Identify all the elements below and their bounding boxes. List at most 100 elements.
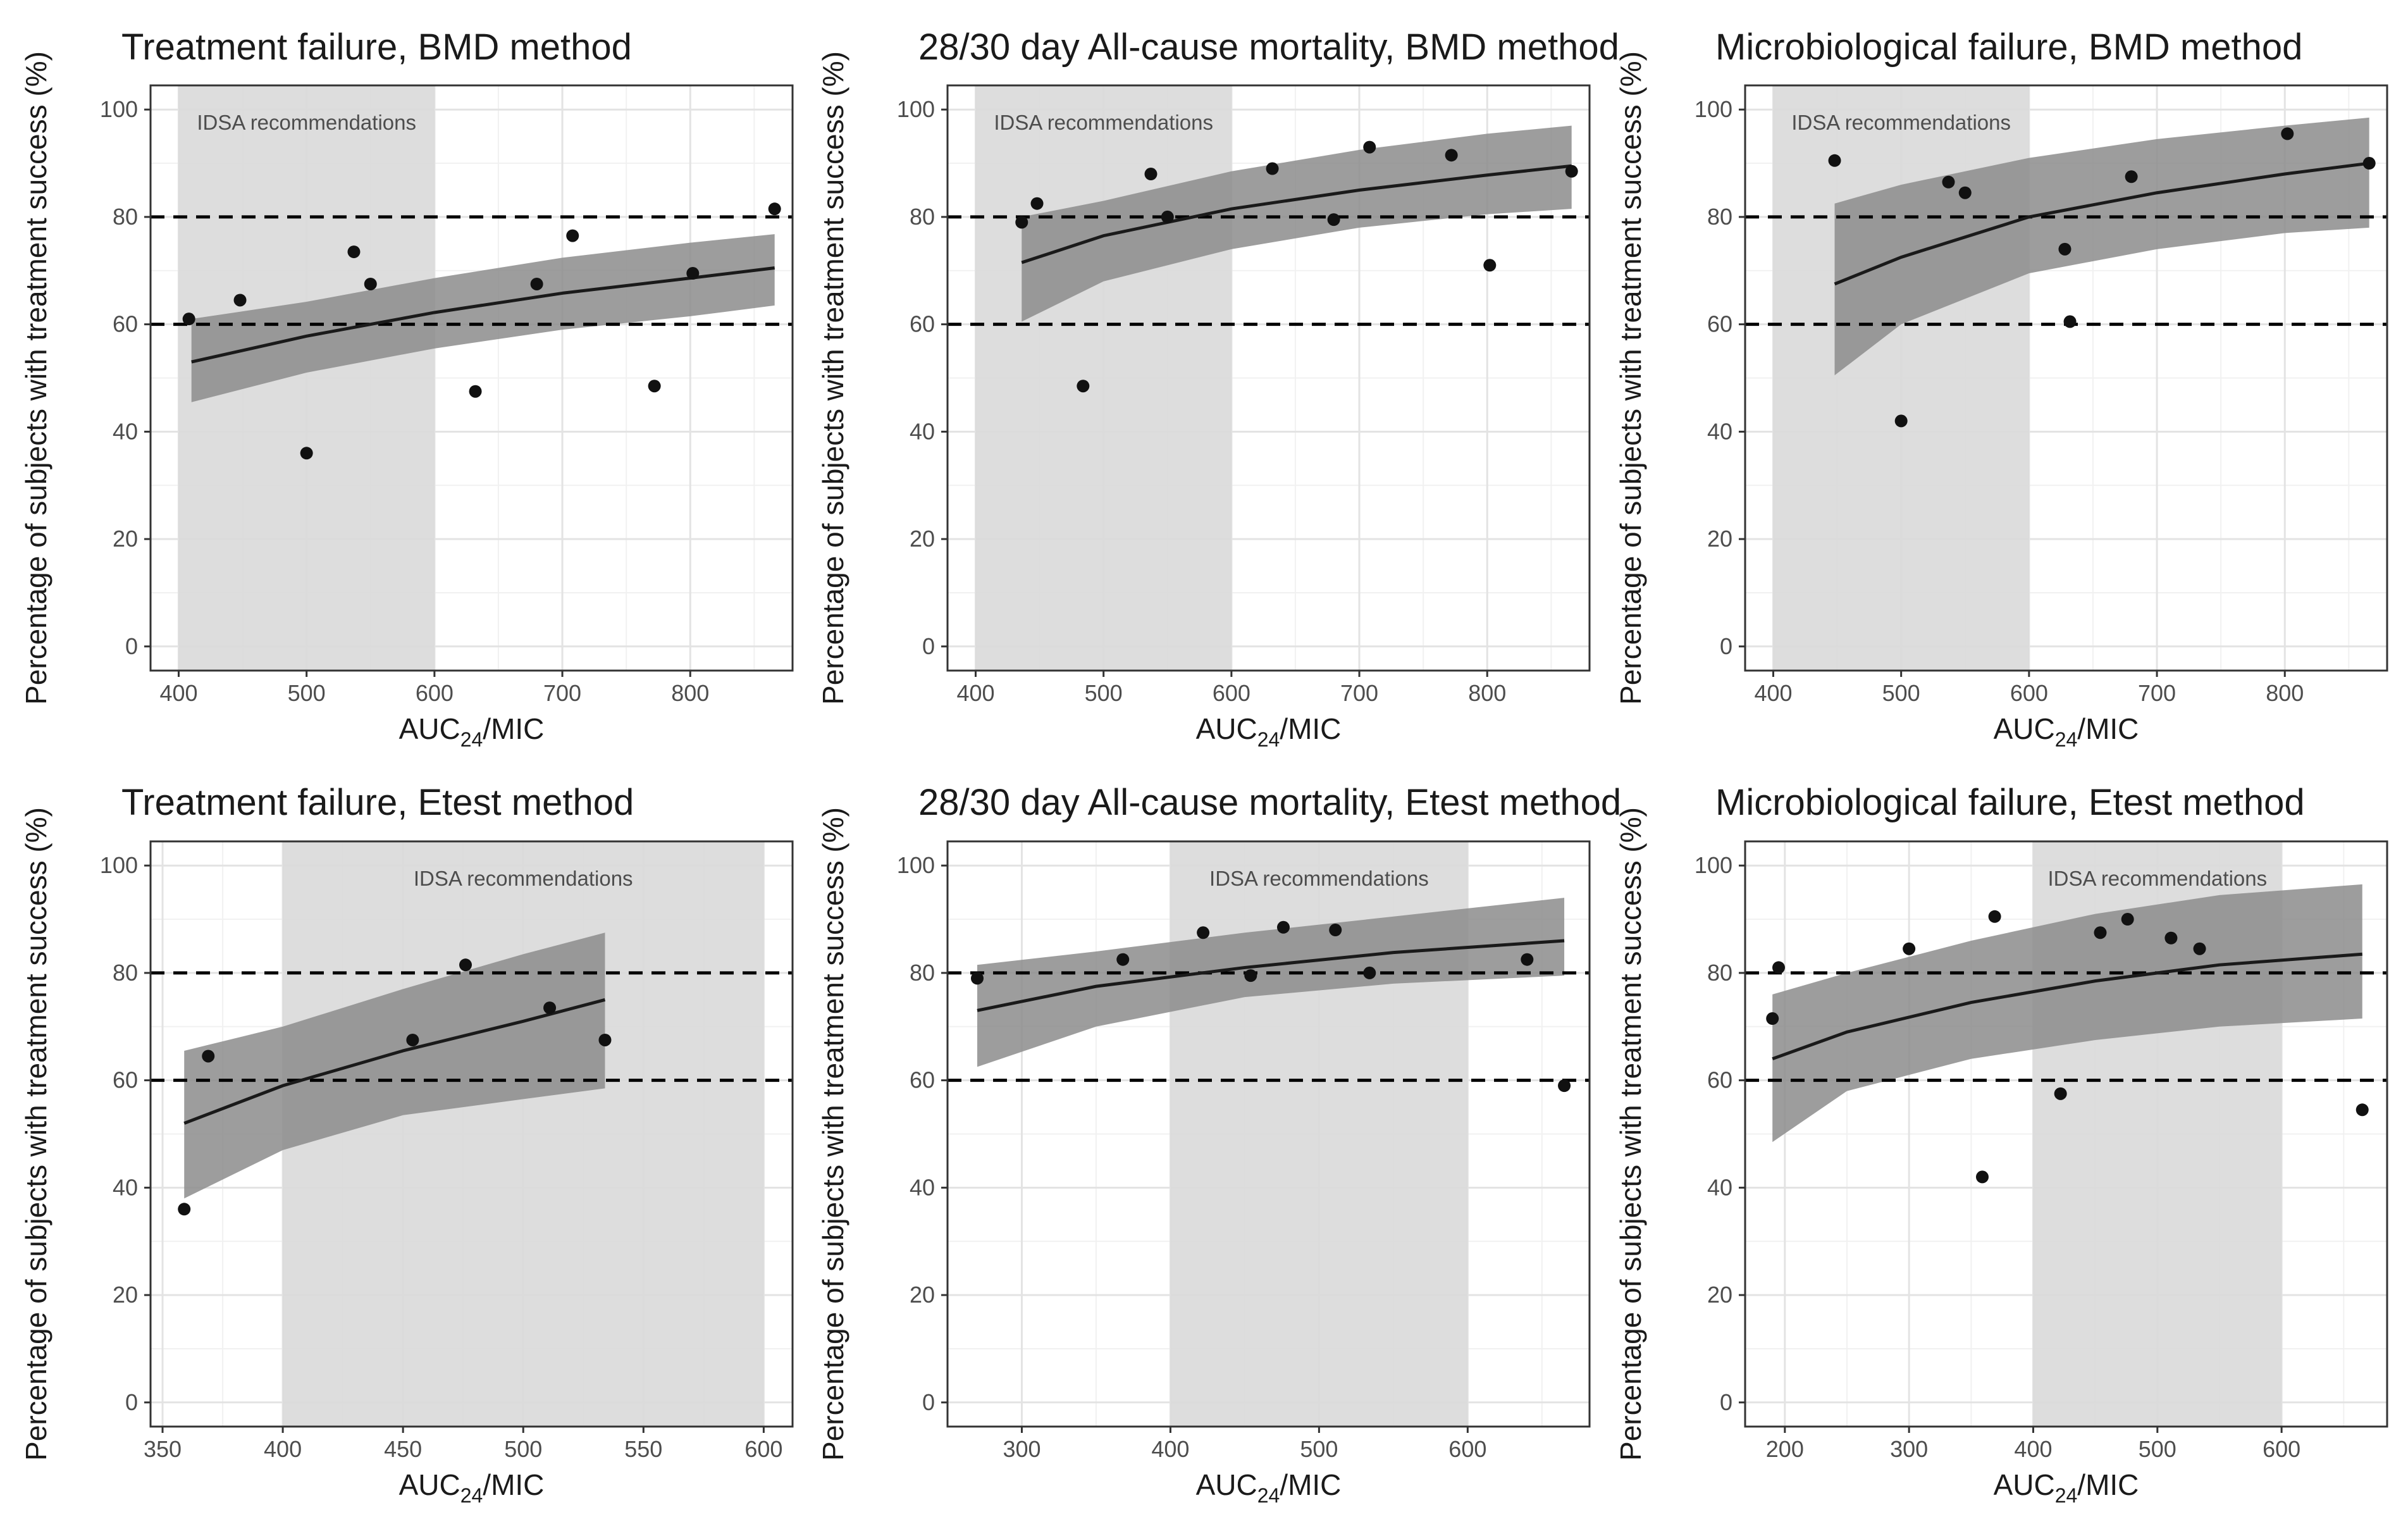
data-point xyxy=(1116,953,1130,966)
data-point xyxy=(1276,920,1290,934)
data-point xyxy=(1161,210,1174,223)
data-point xyxy=(182,313,195,326)
data-point xyxy=(2164,931,2178,945)
data-point xyxy=(566,229,579,242)
plot-border xyxy=(1744,84,2388,672)
data-point xyxy=(1558,1079,1571,1093)
y-tick-label: 20 xyxy=(1707,526,1732,552)
y-tick-label: 20 xyxy=(910,526,935,552)
data-point xyxy=(1363,966,1376,979)
x-tick-label: 700 xyxy=(543,680,581,706)
idsa-band xyxy=(975,85,1232,671)
y-tick-label: 80 xyxy=(1707,204,1732,230)
y-tick-label: 40 xyxy=(910,1174,935,1200)
y-tick-label: 80 xyxy=(910,204,935,230)
y-axis-title: Percentage of subjects with treatment su… xyxy=(20,51,52,705)
data-point xyxy=(1329,924,1342,937)
plot-area: IDSA recommendations xyxy=(1745,841,2387,1427)
data-point xyxy=(233,294,247,307)
plot-area: IDSA recommendations xyxy=(1745,85,2387,671)
y-tick-label: 60 xyxy=(113,311,138,337)
plot-border xyxy=(149,840,794,1428)
x-tick-label: 700 xyxy=(1340,680,1378,706)
x-tick-label: 300 xyxy=(1890,1436,1928,1462)
x-tick-label: 350 xyxy=(144,1436,182,1462)
x-axis-title: AUC24/MIC xyxy=(399,712,545,751)
y-tick-label: 0 xyxy=(125,633,138,659)
x-tick-label: 200 xyxy=(1766,1436,1804,1462)
x-axis-title: AUC24/MIC xyxy=(1994,1468,2139,1507)
x-axis-title-subscript: 24 xyxy=(1257,728,1280,751)
chart-panel-3: Microbiological failure, BMD method IDSA … xyxy=(1614,27,2388,751)
data-point xyxy=(1903,942,1916,955)
x-tick-label: 500 xyxy=(2139,1436,2176,1462)
x-axis-title: AUC24/MIC xyxy=(1994,712,2139,751)
data-point xyxy=(406,1033,419,1046)
data-point xyxy=(1942,175,1955,189)
x-axis-title-subscript: 24 xyxy=(460,1484,483,1507)
panel-title: Treatment failure, BMD method xyxy=(121,27,632,68)
y-axis-title: Percentage of subjects with treatment su… xyxy=(817,807,849,1461)
x-axis-title-subscript: 24 xyxy=(1257,1484,1280,1507)
data-point xyxy=(1445,149,1458,162)
y-tick-label: 60 xyxy=(113,1067,138,1093)
confidence-ribbon xyxy=(1022,125,1572,322)
chart-panel-6: Microbiological failure, Etest method IDS… xyxy=(1614,782,2388,1507)
x-axis-title-main: AUC xyxy=(1994,712,2055,745)
panel-title: 28/30 day All-cause mortality, BMD metho… xyxy=(918,27,1619,68)
x-tick-label: 400 xyxy=(956,680,994,706)
data-point xyxy=(459,958,472,972)
data-point xyxy=(648,380,661,393)
x-axis-title-subscript: 24 xyxy=(2055,728,2078,751)
data-point xyxy=(1828,154,1841,167)
x-tick-label: 600 xyxy=(2010,680,2048,706)
x-axis-title-tail: /MIC xyxy=(483,1468,544,1501)
y-axis-title: Percentage of subjects with treatment su… xyxy=(817,51,849,705)
confidence-ribbon xyxy=(184,932,605,1199)
data-point xyxy=(1266,162,1279,175)
x-tick-label: 300 xyxy=(1003,1436,1040,1462)
data-point xyxy=(1015,216,1028,229)
data-point xyxy=(1327,213,1340,226)
y-tick-label: 20 xyxy=(910,1282,935,1308)
x-tick-label: 400 xyxy=(1754,680,1792,706)
idsa-label: IDSA recommendations xyxy=(2047,867,2267,890)
y-tick-label: 100 xyxy=(1695,96,1732,122)
data-point xyxy=(1144,168,1158,181)
y-tick-label: 20 xyxy=(1707,1282,1732,1308)
x-tick-label: 550 xyxy=(624,1436,662,1462)
data-point xyxy=(1958,186,1972,199)
data-point xyxy=(970,972,984,985)
data-point xyxy=(2356,1103,2369,1117)
x-axis-title-main: AUC xyxy=(1196,1468,1257,1501)
panel-title: Treatment failure, Etest method xyxy=(121,782,634,823)
data-point xyxy=(1975,1170,1989,1184)
y-tick-label: 100 xyxy=(100,96,138,122)
x-axis-title-subscript: 24 xyxy=(2055,1484,2078,1507)
data-point xyxy=(1894,414,1908,428)
y-tick-label: 80 xyxy=(113,960,138,986)
x-tick-label: 400 xyxy=(264,1436,302,1462)
idsa-label: IDSA recommendations xyxy=(197,111,416,134)
plot-area: IDSA recommendations xyxy=(948,85,1590,671)
fit-line xyxy=(1021,164,1572,264)
x-tick-label: 800 xyxy=(671,680,709,706)
x-axis-title-main: AUC xyxy=(399,1468,460,1501)
idsa-label: IDSA recommendations xyxy=(1791,111,2011,134)
y-tick-label: 0 xyxy=(922,1389,935,1415)
y-axis-title: Percentage of subjects with treatment su… xyxy=(1614,51,1647,705)
data-point xyxy=(1521,953,1534,966)
panel-title: 28/30 day All-cause mortality, Etest met… xyxy=(918,782,1621,823)
x-tick-label: 500 xyxy=(1085,680,1123,706)
x-tick-label: 700 xyxy=(2138,680,2176,706)
data-point xyxy=(530,277,543,290)
x-tick-label: 450 xyxy=(384,1436,422,1462)
panel-title: Microbiological failure, BMD method xyxy=(1715,27,2302,68)
data-point xyxy=(2058,242,2071,256)
fit-line xyxy=(1772,952,2362,1061)
x-tick-label: 500 xyxy=(288,680,326,706)
chart-panel-4: Treatment failure, Etest method IDSA reco… xyxy=(20,782,794,1507)
data-point xyxy=(598,1033,612,1046)
idsa-label: IDSA recommendations xyxy=(994,111,1213,134)
y-tick-label: 100 xyxy=(100,852,138,878)
